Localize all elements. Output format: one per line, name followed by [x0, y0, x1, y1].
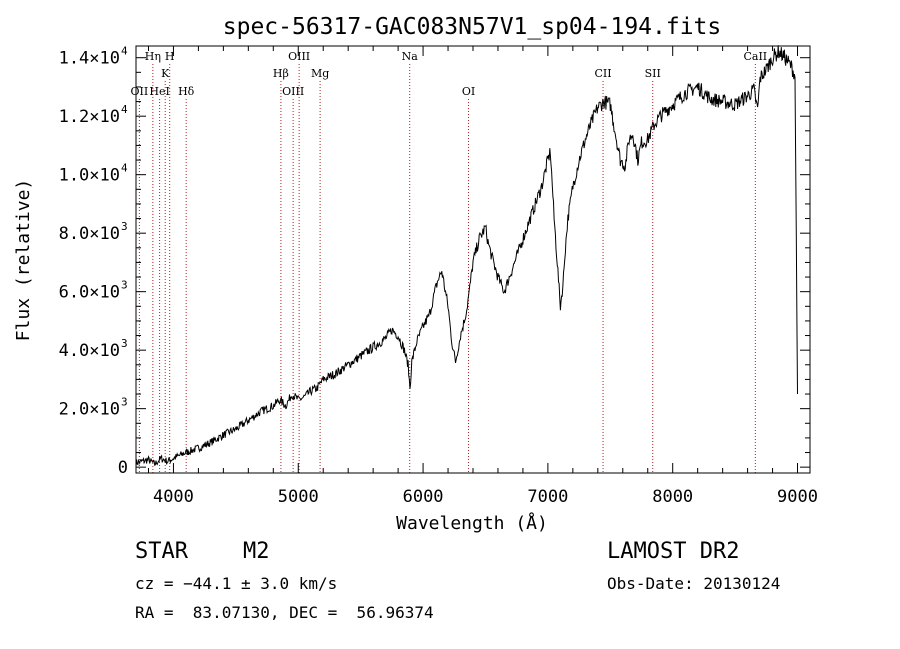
y-tick-exponent: 4: [121, 162, 128, 175]
y-tick-label: 4.0×10: [59, 341, 120, 361]
y-tick-label: 0: [118, 458, 128, 478]
line-label-0: OII: [131, 85, 149, 98]
y-tick-exponent: 3: [121, 337, 128, 350]
y-tick-label: 6.0×10: [59, 283, 120, 303]
line-label-10: Na: [402, 50, 419, 63]
x-tick-label: 6000: [403, 487, 444, 507]
line-label-8: OIII: [288, 50, 310, 63]
y-tick-label: 2.0×10: [59, 400, 120, 420]
object-class: STAR: [135, 539, 188, 564]
y-tick-label: 1.2×10: [59, 107, 120, 127]
line-label-4: H: [165, 50, 175, 63]
survey-name: LAMOST DR2: [607, 539, 740, 564]
line-label-11: OI: [462, 85, 475, 98]
y-tick-exponent: 3: [121, 220, 128, 233]
object-subclass: M2: [243, 539, 270, 564]
line-label-5: Hδ: [178, 85, 195, 98]
line-label-3: K: [161, 67, 170, 80]
line-label-12: CII: [595, 67, 612, 80]
x-tick-label: 5000: [278, 487, 319, 507]
x-axis-label: Wavelength (Å): [396, 512, 548, 534]
y-tick-exponent: 4: [121, 103, 128, 116]
y-axis-label: Flux (relative): [13, 179, 34, 342]
line-label-2: HeI: [149, 85, 169, 98]
spectrum-series: [135, 45, 798, 467]
line-label-7: OIII: [282, 85, 304, 98]
chart-title: spec-56317-GAC083N57V1_sp04-194.fits: [223, 14, 722, 40]
line-label-14: CaII: [743, 50, 767, 63]
spectrum-line: [135, 45, 798, 467]
y-tick-label: 1.0×10: [59, 166, 120, 186]
x-tick-label: 7000: [527, 487, 568, 507]
y-tick-exponent: 3: [121, 279, 128, 292]
y-axis-ticks: 02.0×10 34.0×10 36.0×10 38.0×10 31.0×10 41.2×…: [59, 45, 810, 478]
line-label-13: SII: [645, 67, 661, 80]
coordinates: RA = 83.07130, DEC = 56.96374: [135, 603, 434, 622]
line-label-1: Hη: [145, 50, 161, 63]
line-label-9: Mg: [311, 67, 329, 80]
y-tick-exponent: 3: [121, 396, 128, 409]
y-tick-label: 1.4×10: [59, 49, 120, 69]
y-tick-label: 8.0×10: [59, 224, 120, 244]
y-tick-exponent: 4: [121, 45, 128, 58]
x-tick-label: 8000: [652, 487, 693, 507]
x-tick-label: 9000: [777, 487, 818, 507]
x-axis-ticks: 4000 5000 6000 7000 8000 9000: [147, 46, 818, 507]
observation-date: Obs-Date: 20130124: [607, 574, 781, 593]
x-tick-label: 4000: [153, 487, 194, 507]
line-label-6: Hβ: [273, 67, 289, 80]
redshift-line: cz = −44.1 ± 3.0 km/s: [135, 574, 338, 593]
